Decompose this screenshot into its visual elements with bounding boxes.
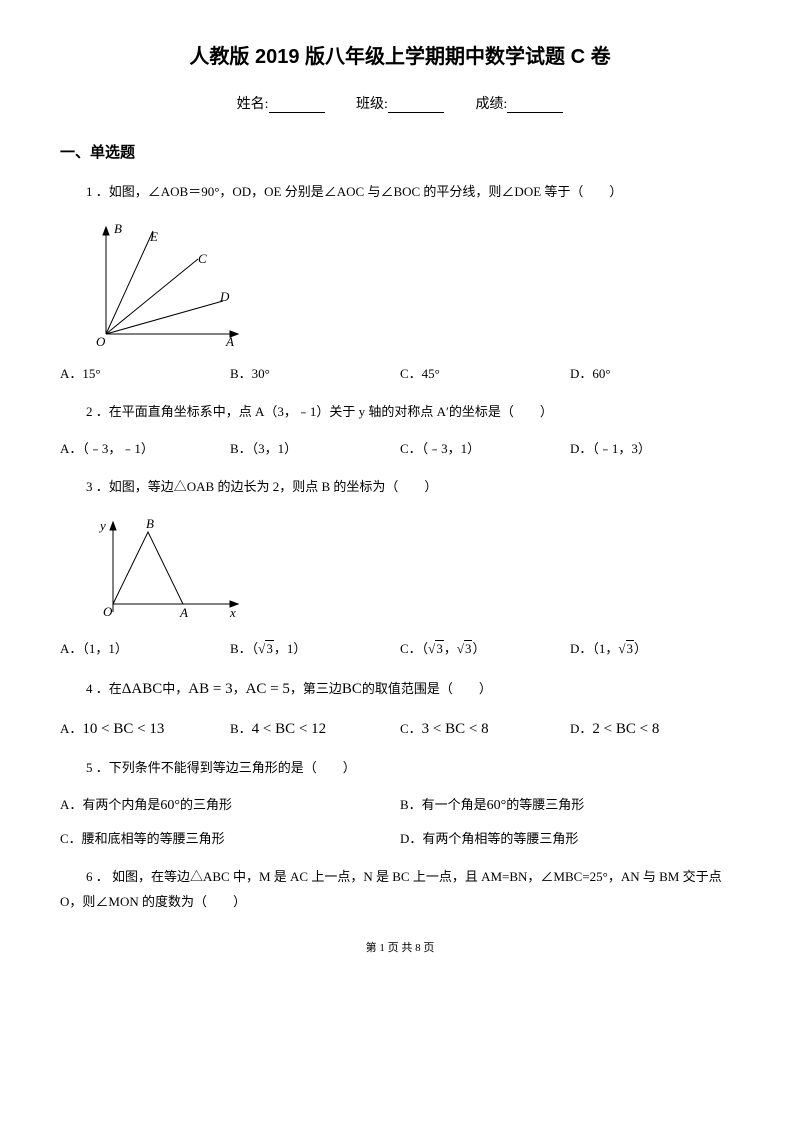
q3-opt-c-mid: ， [444,641,457,656]
class-blank [388,98,444,113]
question-1: 1 ．如图，∠AOB＝90°，OD，OE 分别是∠AOC 与∠BOC 的平分线，… [60,180,740,205]
q4-opt-b: B．4 < BC < 12 [230,718,400,738]
score-label: 成绩: [475,97,507,112]
q4-d-m: 2 < BC < 8 [592,721,659,737]
q2-opt-c: C．（﹣3，1） [400,438,570,457]
fig2-label-y: y [98,518,106,533]
q5-a-post: 的三角形 [180,797,232,812]
q3-opt-d: D．（1，√3） [570,638,740,657]
question-6: 6 ． 如图，在等边△ABC 中，M 是 AC 上一点，N 是 BC 上一点，且… [60,865,740,914]
q3-opt-b: B．（√3，1） [230,638,400,657]
q1-opt-d: D．60° [570,363,740,382]
page-container: 人教版 2019 版八年级上学期期中数学试题 C 卷 姓名: 班级: 成绩: 一… [0,0,800,975]
fig2-label-B: B [146,516,154,531]
q4-bc: BC [342,681,362,697]
question-2: 2 ．在平面直角坐标系中，点 A（3，﹣1）关于 y 轴的对称点 A′的坐标是（… [60,400,740,425]
q4-abc: ΔABC [122,681,163,697]
fig2-label-x: x [229,605,236,620]
q3-opt-d-rad: 3 [626,640,635,657]
q5-a-pre: A．有两个内角是 [60,797,160,812]
fig1-label-A: A [225,334,234,349]
q4-c-m: 3 < BC < 8 [422,721,489,737]
figure-q1: B E C D O A [88,219,740,349]
q3-options: A．（1，1） B．（√3，1） C．（√3，√3） D．（1，√3） [60,638,740,657]
q5-opt-c: C．腰和底相等的等腰三角形 [60,828,400,847]
q2-opt-b: B．（3，1） [230,438,400,457]
score-blank [507,98,563,113]
fig2-label-O: O [103,604,113,619]
fig2-label-A: A [179,605,188,620]
q5-b-pre: B．有一个角是 [400,797,487,812]
q3-opt-d-post: ） [634,641,647,656]
q3-opt-b-post: ，1） [274,641,307,656]
q4-a-m: 10 < BC < 13 [82,721,164,737]
q4-b-pre: B． [230,721,252,736]
q4-opt-d: D．2 < BC < 8 [570,718,740,738]
q5-b-deg: 60° [487,798,507,813]
class-label: 班级: [356,97,388,112]
q3-opt-c: C．（√3，√3） [400,638,570,657]
q5-b-post: 的等腰三角形 [506,797,584,812]
q4-mid2: ，第三边 [290,681,342,696]
question-3: 3 ．如图，等边△OAB 的边长为 2，则点 B 的坐标为（ ） [60,475,740,500]
q4-b-m: 4 < BC < 12 [252,721,326,737]
fig1-label-C: C [198,251,207,266]
q4-mid1: 中， [162,681,188,696]
q5-opt-a: A．有两个内角是60°的三角形 [60,794,400,814]
q5-opt-b: B．有一个角是60°的等腰三角形 [400,794,740,814]
q3-opt-a: A．（1，1） [60,638,230,657]
figure-q3: y B O A x [88,514,740,624]
student-info-line: 姓名: 班级: 成绩: [60,93,740,113]
q4-a-pre: A． [60,721,82,736]
q3-opt-c-post: ） [472,641,485,656]
page-footer: 第 1 页 共 8 页 [60,939,740,955]
q3-opt-c-pre: C．（ [400,641,428,656]
question-5: 5 ．下列条件不能得到等边三角形的是（ ） [60,756,740,781]
q4-ab: AB = 3 [188,681,232,697]
q3-opt-b-pre: B．（ [230,641,258,656]
q4-c1: ， [233,681,246,696]
name-label: 姓名: [237,97,269,112]
q4-d-pre: D． [570,721,592,736]
page-title: 人教版 2019 版八年级上学期期中数学试题 C 卷 [60,40,740,69]
q4-options: A．10 < BC < 13 B．4 < BC < 12 C．3 < BC < … [60,718,740,738]
q3-opt-c-rad1: 3 [435,640,444,657]
q2-options: A．（﹣3，﹣1） B．（3，1） C．（﹣3，1） D．（﹣1，3） [60,438,740,457]
q1-options: A．15° B．30° C．45° D．60° [60,363,740,382]
section-1-header: 一、单选题 [60,141,740,162]
q1-opt-b: B．30° [230,363,400,382]
fig1-label-E: E [149,229,158,244]
q4-opt-a: A．10 < BC < 13 [60,718,230,738]
q4-c-pre: C． [400,721,422,736]
q4-opt-c: C．3 < BC < 8 [400,718,570,738]
q5-options: A．有两个内角是60°的三角形 B．有一个角是60°的等腰三角形 C．腰和底相等… [60,794,740,847]
q4-ac: AC = 5 [246,681,290,697]
name-blank [269,98,325,113]
q2-opt-a: A．（﹣3，﹣1） [60,438,230,457]
question-4: 4 ．在ΔABC中，AB = 3，AC = 5，第三边BC的取值范围是（ ） [60,675,740,704]
fig1-label-D: D [219,289,230,304]
q1-opt-a: A．15° [60,363,230,382]
q5-a-deg: 60° [160,798,180,813]
fig1-label-B: B [114,221,122,236]
q3-opt-c-rad2: 3 [464,640,473,657]
q4-pre: 4 ．在 [86,681,122,696]
q3-opt-b-rad: 3 [265,640,274,657]
q3-opt-d-pre: D．（1， [570,641,618,656]
q1-opt-c: C．45° [400,363,570,382]
q4-post: 的取值范围是（ ） [362,681,492,696]
q2-opt-d: D．（﹣1，3） [570,438,740,457]
q5-opt-d: D．有两个角相等的等腰三角形 [400,828,740,847]
fig1-label-O: O [96,334,106,349]
